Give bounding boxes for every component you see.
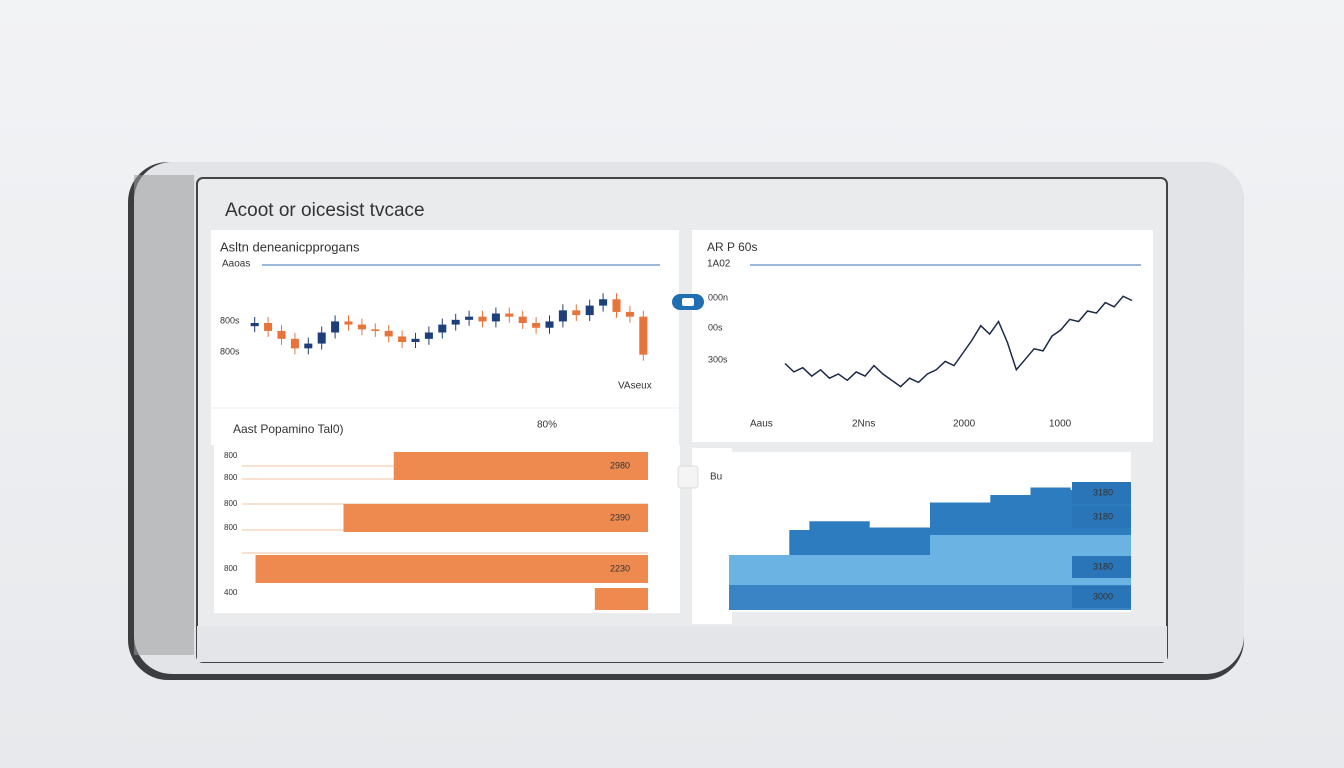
- y-tick-label: 00s: [708, 322, 723, 332]
- bar: [594, 588, 648, 610]
- chart-title: AR P 60s: [707, 240, 757, 254]
- candle: [545, 321, 554, 328]
- candle: [491, 313, 500, 322]
- band-label: 3000: [1093, 591, 1113, 601]
- y-tick-label: 800s: [220, 315, 240, 325]
- bar-label: 2230: [610, 563, 630, 573]
- band-cell: [1072, 556, 1131, 578]
- candle: [290, 338, 299, 349]
- candle: [304, 343, 313, 349]
- handle[interactable]: [677, 465, 699, 489]
- chart-title: Asltn deneanicpprogans: [220, 239, 360, 254]
- candle: [424, 332, 433, 339]
- y-tick-label: 400: [224, 588, 238, 597]
- app-title: Acoot or oicesist tvcace: [225, 200, 425, 221]
- y-tick-label: 800: [224, 499, 238, 508]
- candle: [639, 316, 648, 355]
- candle: [331, 321, 340, 333]
- x-tick-label: 1000: [1049, 419, 1072, 430]
- bar: [343, 504, 648, 532]
- y-tick-label: 800: [224, 451, 238, 460]
- candle: [317, 332, 326, 344]
- candle: [398, 336, 407, 342]
- chart-label: Bu: [710, 472, 722, 483]
- candle: [558, 310, 567, 322]
- candle: [532, 323, 541, 328]
- toggle-knob: [682, 298, 694, 306]
- band-label: 3180: [1093, 561, 1113, 571]
- band-label: 3180: [1093, 487, 1113, 497]
- y-tick-label: 800s: [220, 346, 240, 356]
- candle: [585, 305, 594, 316]
- chart-title: Aast Popamino Tal0): [233, 422, 344, 436]
- candle: [384, 330, 393, 337]
- candle: [344, 321, 353, 325]
- chart-note: VAseux: [618, 381, 652, 392]
- candle: [451, 319, 460, 325]
- device-side: [134, 175, 194, 655]
- candle: [465, 316, 474, 320]
- candle: [250, 323, 259, 327]
- chart-subtitle: 1A02: [707, 259, 731, 270]
- bar: [255, 555, 649, 583]
- band-cell: [1072, 482, 1131, 504]
- candle: [572, 310, 581, 316]
- band-cell: [1072, 586, 1131, 608]
- candle: [518, 316, 527, 323]
- candle: [612, 299, 621, 312]
- candle: [625, 311, 634, 317]
- candle: [411, 338, 420, 342]
- x-tick-label: 2Nns: [852, 419, 875, 430]
- bar-label: 2390: [610, 512, 630, 522]
- panel: [692, 448, 732, 624]
- candle: [599, 299, 608, 306]
- chart-note: 80%: [537, 420, 557, 431]
- panel: [692, 230, 1153, 442]
- y-tick-label: 300s: [708, 354, 728, 364]
- panel: [211, 230, 679, 445]
- candle: [505, 313, 514, 317]
- chart-subtitle: Aaoas: [222, 259, 250, 270]
- band-label: 3180: [1093, 511, 1113, 521]
- x-tick-label: Aaus: [750, 419, 773, 430]
- candle: [264, 323, 273, 331]
- candle: [357, 324, 366, 330]
- candle: [438, 324, 447, 333]
- bar-label: 2980: [610, 460, 630, 470]
- band-cell: [1072, 506, 1131, 528]
- area: [729, 585, 1131, 610]
- footer: [197, 626, 1167, 662]
- y-tick-label: 800: [224, 564, 238, 573]
- candle: [478, 316, 487, 322]
- line: [784, 295, 1133, 388]
- bar: [393, 452, 648, 480]
- x-tick-label: 2000: [953, 419, 976, 430]
- y-tick-label: 000n: [708, 292, 728, 302]
- candle: [371, 329, 380, 331]
- y-tick-label: 800: [224, 473, 238, 482]
- candle: [277, 330, 286, 339]
- y-tick-label: 800: [224, 523, 238, 532]
